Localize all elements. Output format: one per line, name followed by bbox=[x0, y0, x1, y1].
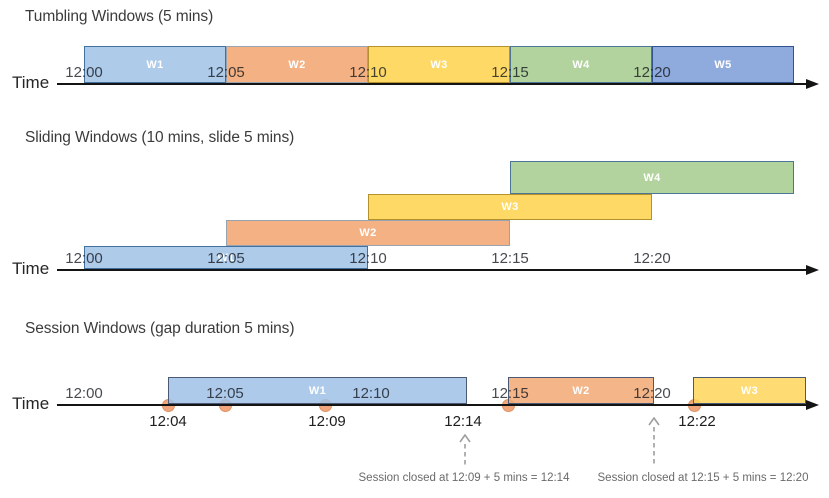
section-title-sliding: Sliding Windows (10 mins, slide 5 mins) bbox=[25, 129, 295, 146]
timeline bbox=[57, 404, 806, 406]
event-time-label: 12:22 bbox=[678, 413, 716, 430]
window-label: W1 bbox=[217, 251, 235, 264]
window-box-w4: W4 bbox=[510, 161, 794, 194]
tick-label: 12:10 bbox=[349, 250, 387, 267]
tick-label: 12:10 bbox=[352, 385, 390, 402]
section-title-session: Session Windows (gap duration 5 mins) bbox=[25, 320, 295, 337]
tick-label: 12:00 bbox=[65, 385, 103, 402]
event-time-label: 12:09 bbox=[308, 413, 346, 430]
tick-label: 12:15 bbox=[491, 64, 529, 81]
window-box-w1: W1 bbox=[84, 246, 368, 269]
event-time-label: 12:04 bbox=[149, 413, 187, 430]
annotation-text: Session closed at 12:15 + 5 mins = 12:20 bbox=[597, 472, 809, 484]
window-box-w3: W3 bbox=[368, 46, 510, 83]
window-label: W3 bbox=[430, 58, 448, 71]
timeline-arrowhead-icon bbox=[806, 400, 819, 410]
tick-label: 12:05 bbox=[207, 64, 245, 81]
window-label: W5 bbox=[714, 58, 732, 71]
window-box-w1: W1 bbox=[168, 377, 467, 404]
annotation-text: Session closed at 12:09 + 5 mins = 12:14 bbox=[358, 472, 570, 484]
tick-label: 12:05 bbox=[207, 250, 245, 267]
tick-label: 12:20 bbox=[633, 64, 671, 81]
tick-label: 12:20 bbox=[633, 250, 671, 267]
window-label: W2 bbox=[572, 384, 590, 397]
window-label: W3 bbox=[740, 384, 759, 397]
window-box-w3: W3 bbox=[368, 194, 652, 220]
timeline bbox=[57, 269, 806, 271]
time-axis-label: Time bbox=[12, 73, 50, 92]
window-box-w3: W3 bbox=[693, 377, 806, 404]
tick-label: 12:15 bbox=[491, 250, 529, 267]
annotation-arrow-icon bbox=[647, 416, 661, 468]
annotation-arrow-icon bbox=[458, 433, 472, 468]
window-label: W4 bbox=[643, 171, 661, 184]
window-box-w2: W2 bbox=[226, 46, 368, 83]
tick-label: 12:00 bbox=[65, 64, 103, 81]
time-axis-label: Time bbox=[12, 394, 50, 413]
timeline-arrowhead-icon bbox=[806, 265, 819, 275]
tick-label: 12:15 bbox=[491, 385, 529, 402]
timeline bbox=[57, 83, 806, 85]
window-label: W2 bbox=[359, 227, 377, 239]
tick-label: 12:10 bbox=[349, 64, 387, 81]
window-box-w5: W5 bbox=[652, 46, 794, 83]
timeline-arrowhead-icon bbox=[806, 79, 819, 89]
window-box-w1: W1 bbox=[84, 46, 226, 83]
section-title-tumbling: Tumbling Windows (5 mins) bbox=[25, 8, 214, 25]
window-box-w2: W2 bbox=[226, 220, 510, 246]
tick-label: 12:00 bbox=[65, 250, 103, 267]
window-label: W3 bbox=[501, 201, 519, 213]
event-time-label: 12:14 bbox=[444, 413, 482, 430]
time-axis-label: Time bbox=[12, 259, 50, 278]
window-label: W4 bbox=[572, 58, 590, 71]
window-box-w2: W2 bbox=[508, 377, 654, 404]
window-label: W1 bbox=[308, 384, 327, 397]
tick-label: 12:20 bbox=[633, 385, 671, 402]
window-label: W2 bbox=[288, 58, 306, 71]
window-label: W1 bbox=[146, 58, 164, 71]
tick-label: 12:05 bbox=[206, 385, 244, 402]
window-box-w4: W4 bbox=[510, 46, 652, 83]
